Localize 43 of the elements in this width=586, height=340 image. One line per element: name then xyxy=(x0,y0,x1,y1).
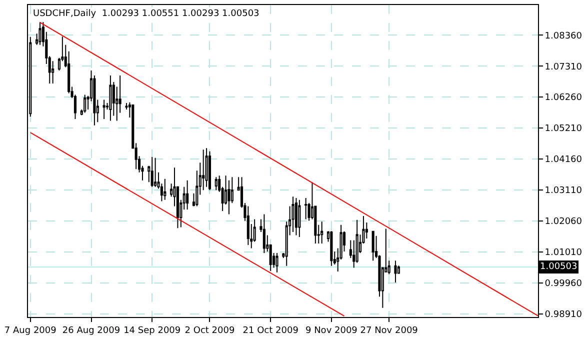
x-tick-label: 7 Aug 2009 xyxy=(4,326,57,336)
candlestick xyxy=(356,219,358,264)
candlestick xyxy=(228,180,230,215)
candlestick xyxy=(246,206,250,246)
ref-line-label: 1.00503 xyxy=(540,262,578,272)
x-tick-label: 2 Oct 2009 xyxy=(184,326,235,336)
x-tick-label: 9 Nov 2009 xyxy=(305,326,358,336)
x-tick-label: 14 Sep 2009 xyxy=(124,326,181,336)
y-tick-label: 1.05210 xyxy=(544,124,582,134)
candlestick xyxy=(304,198,308,220)
candlestick xyxy=(109,75,112,122)
y-tick-label: 1.01010 xyxy=(544,248,582,258)
candlestick xyxy=(372,230,374,262)
x-tick-label: 27 Nov 2009 xyxy=(360,326,418,336)
text: USDCHF,Daily 1.00293 1.00551 1.00293 1.00503 xyxy=(33,9,260,19)
candlestick xyxy=(292,196,294,232)
candlestick xyxy=(205,148,208,188)
x-tick-label: 21 Oct 2009 xyxy=(242,326,299,336)
y-tick-label: 1.04160 xyxy=(544,155,582,166)
candlestick xyxy=(276,252,278,273)
y-tick-label: 0.99960 xyxy=(544,279,582,290)
candlestick xyxy=(320,221,324,244)
candlestick xyxy=(208,150,212,191)
y-tick-label: 0.98910 xyxy=(544,310,582,320)
candlestick xyxy=(84,94,86,114)
candlestick xyxy=(102,99,106,120)
y-tick-label: 1.07310 xyxy=(544,62,582,72)
candlestick xyxy=(164,178,166,200)
x-tick-label: 26 Aug 2009 xyxy=(62,326,120,336)
candlestick xyxy=(394,260,397,283)
candlestick xyxy=(298,199,301,238)
y-tick-label: 1.06260 xyxy=(544,93,582,104)
candlestick xyxy=(214,176,218,191)
candlestick xyxy=(262,214,266,254)
candlestick xyxy=(154,157,157,188)
y-tick-label: 1.02060 xyxy=(544,217,582,228)
candlestick xyxy=(330,230,333,266)
y-tick-label: 1.03110 xyxy=(544,186,582,196)
candlestick xyxy=(202,149,205,191)
y-tick-label: 1.08360 xyxy=(544,31,582,42)
candlestick xyxy=(294,198,298,236)
candlestick xyxy=(150,156,154,188)
candlestick xyxy=(186,180,189,210)
